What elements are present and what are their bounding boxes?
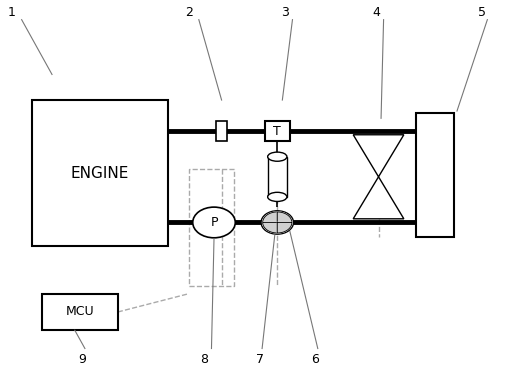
Bar <box>216 121 227 141</box>
Text: 9: 9 <box>78 353 87 366</box>
Bar <box>189 169 234 286</box>
Text: 1: 1 <box>8 6 15 19</box>
Text: 2: 2 <box>185 6 192 19</box>
Polygon shape <box>277 212 292 223</box>
Text: 8: 8 <box>200 353 208 366</box>
Bar <box>32 100 168 246</box>
Bar <box>416 113 455 237</box>
Polygon shape <box>263 212 277 223</box>
Text: T: T <box>273 125 281 138</box>
Text: 3: 3 <box>281 6 289 19</box>
Text: P: P <box>210 216 218 229</box>
Bar <box>265 121 290 141</box>
Bar <box>42 294 118 330</box>
Bar <box>268 157 287 197</box>
Circle shape <box>261 211 294 234</box>
Text: MCU: MCU <box>66 306 94 318</box>
Text: ENGINE: ENGINE <box>71 166 129 181</box>
Ellipse shape <box>268 192 287 201</box>
Text: 4: 4 <box>372 6 380 19</box>
Circle shape <box>193 207 235 238</box>
Polygon shape <box>277 223 292 233</box>
Text: 6: 6 <box>312 353 319 366</box>
Ellipse shape <box>268 152 287 161</box>
Text: 7: 7 <box>256 353 264 366</box>
Polygon shape <box>263 223 277 233</box>
Text: 5: 5 <box>478 6 486 19</box>
